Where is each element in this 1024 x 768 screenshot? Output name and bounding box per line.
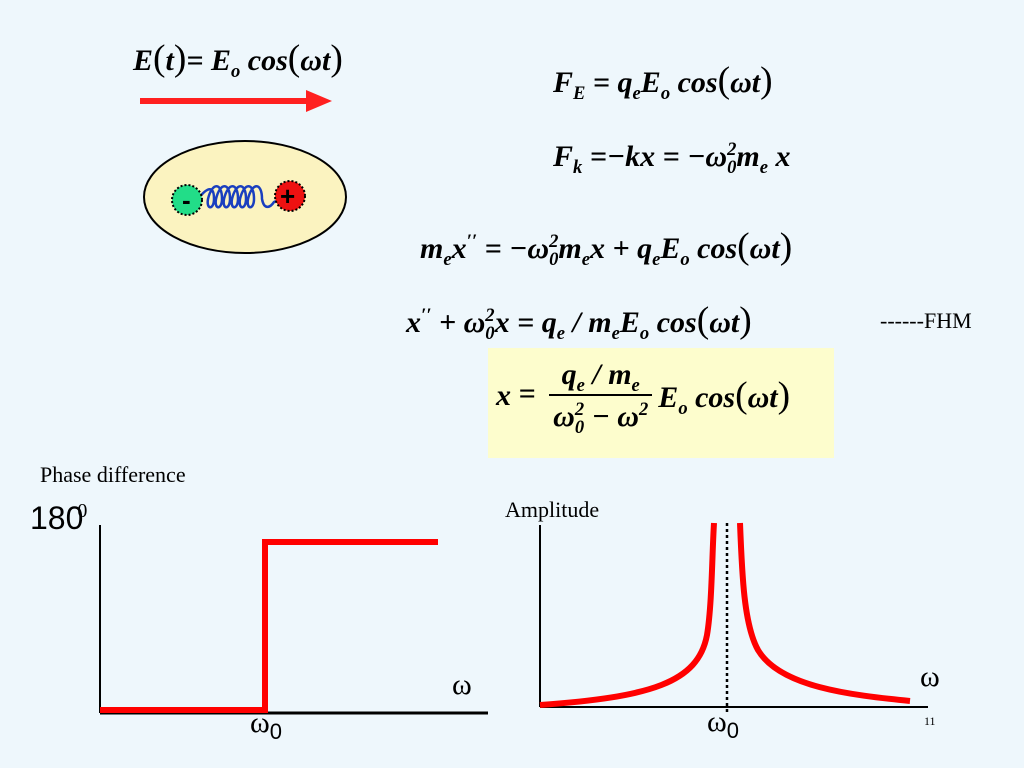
- solution-fraction: qe / me ω20 − ω2: [549, 360, 653, 437]
- spring-force-equation: Fk =−kx = −ω20me x: [553, 139, 791, 178]
- amplitude-curve-left: [539, 522, 717, 708]
- electric-force-equation: FE = qeEo cos(ωt): [553, 60, 773, 104]
- phase-y-tick: 1800: [30, 500, 88, 536]
- solution-equation: x = qe / me ω20 − ω2 Eo cos(ωt): [496, 358, 791, 438]
- phase-plot-title: Phase difference: [40, 462, 186, 487]
- amplitude-plot-title: Amplitude: [505, 497, 600, 522]
- amplitude-curve-right: [737, 522, 911, 704]
- negative-charge: [171, 184, 203, 216]
- page-number: 11: [924, 714, 936, 728]
- dipole-diagram: - +: [143, 140, 347, 254]
- fhm-note: ------FHM: [880, 308, 972, 333]
- amplitude-x-axis-label: ω: [920, 660, 940, 693]
- field-arrow: [140, 90, 332, 112]
- field-equation: E(t)= Eo cos(ωt): [133, 38, 343, 82]
- phase-plot: [99, 525, 488, 715]
- phase-curve: [100, 539, 438, 713]
- solution-box: [488, 348, 834, 458]
- amplitude-x-tick: ω0: [707, 705, 739, 743]
- motion-equation: mex′′ = −ω20mex + qeEo cos(ωt): [420, 226, 793, 270]
- phase-x-tick: ω0: [250, 706, 282, 744]
- amplitude-plot: [539, 522, 928, 715]
- positive-charge: [274, 180, 306, 212]
- negative-charge-label: -: [182, 185, 191, 215]
- reduced-equation: x′′ + ω20x = qe / meEo cos(ωt): [406, 300, 752, 344]
- positive-charge-label: +: [280, 181, 295, 211]
- spring-icon: [197, 185, 289, 209]
- phase-x-axis-label: ω: [452, 668, 472, 701]
